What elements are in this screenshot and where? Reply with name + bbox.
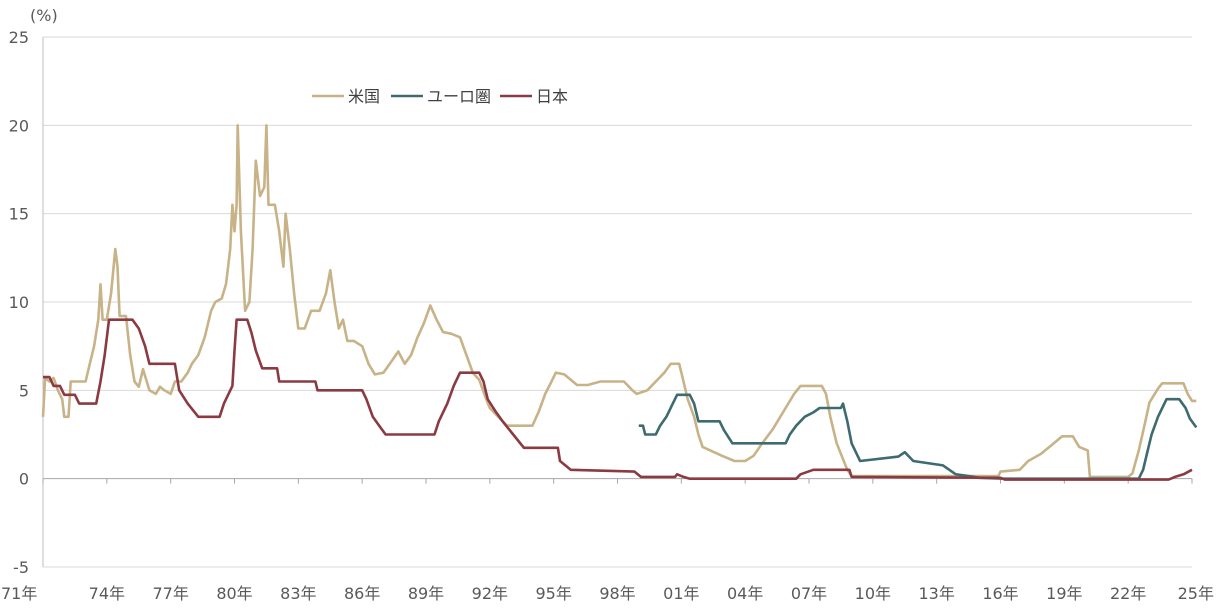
x-tick-label: 89年 (408, 584, 444, 603)
x-tick-label: 16年 (982, 584, 1018, 603)
x-tick-label: 74年 (89, 584, 125, 603)
x-tick-label: 86年 (344, 584, 380, 603)
y-tick-label: 20 (9, 116, 29, 135)
series-line-3 (43, 318, 1193, 481)
series-line-1 (41, 124, 1197, 479)
x-tick-labels: 71年 74年 77年 80年 83年 86年 89年 92年 95年 98年 01年 04年 07年 1… (1, 478, 1214, 603)
x-tick-label: 83年 (280, 584, 316, 603)
y-axis-unit-label: (%) (30, 6, 58, 25)
x-tick-label: 98年 (599, 584, 635, 603)
series-line-2 (638, 393, 1198, 480)
x-tick-label: 25年 (1178, 584, 1214, 603)
y-tick-labels: -5 0 5 10 15 20 25 (9, 28, 29, 577)
x-tick-label: 01年 (663, 584, 699, 603)
x-tick-label: 07年 (791, 584, 827, 603)
legend-label: ユーロ圏 (427, 87, 491, 106)
x-tick-label: 80年 (216, 584, 252, 603)
y-tick-label: 25 (9, 28, 29, 47)
x-tick-label: 77年 (152, 584, 188, 603)
y-tick-label: 5 (19, 381, 29, 400)
x-tick-label: 95年 (535, 584, 571, 603)
x-tick-label: 92年 (472, 584, 508, 603)
x-tick-label: 22年 (1110, 584, 1146, 603)
y-tick-label: 0 (19, 470, 29, 489)
legend-label: 米国 (348, 87, 380, 106)
legend: 米国 ユーロ圏 日本 (312, 87, 568, 106)
x-tick-label: 13年 (918, 584, 954, 603)
gridlines (43, 36, 1192, 568)
y-tick-label: -5 (13, 558, 29, 577)
y-tick-label: 15 (9, 205, 29, 224)
x-tick-label: 04年 (727, 584, 763, 603)
legend-label: 日本 (536, 87, 568, 106)
x-tick-label: 71年 (1, 584, 37, 603)
x-tick-label: 19年 (1046, 584, 1082, 603)
y-tick-label: 10 (9, 293, 29, 312)
series-lines (41, 124, 1198, 481)
x-tick-label: 10年 (855, 584, 891, 603)
